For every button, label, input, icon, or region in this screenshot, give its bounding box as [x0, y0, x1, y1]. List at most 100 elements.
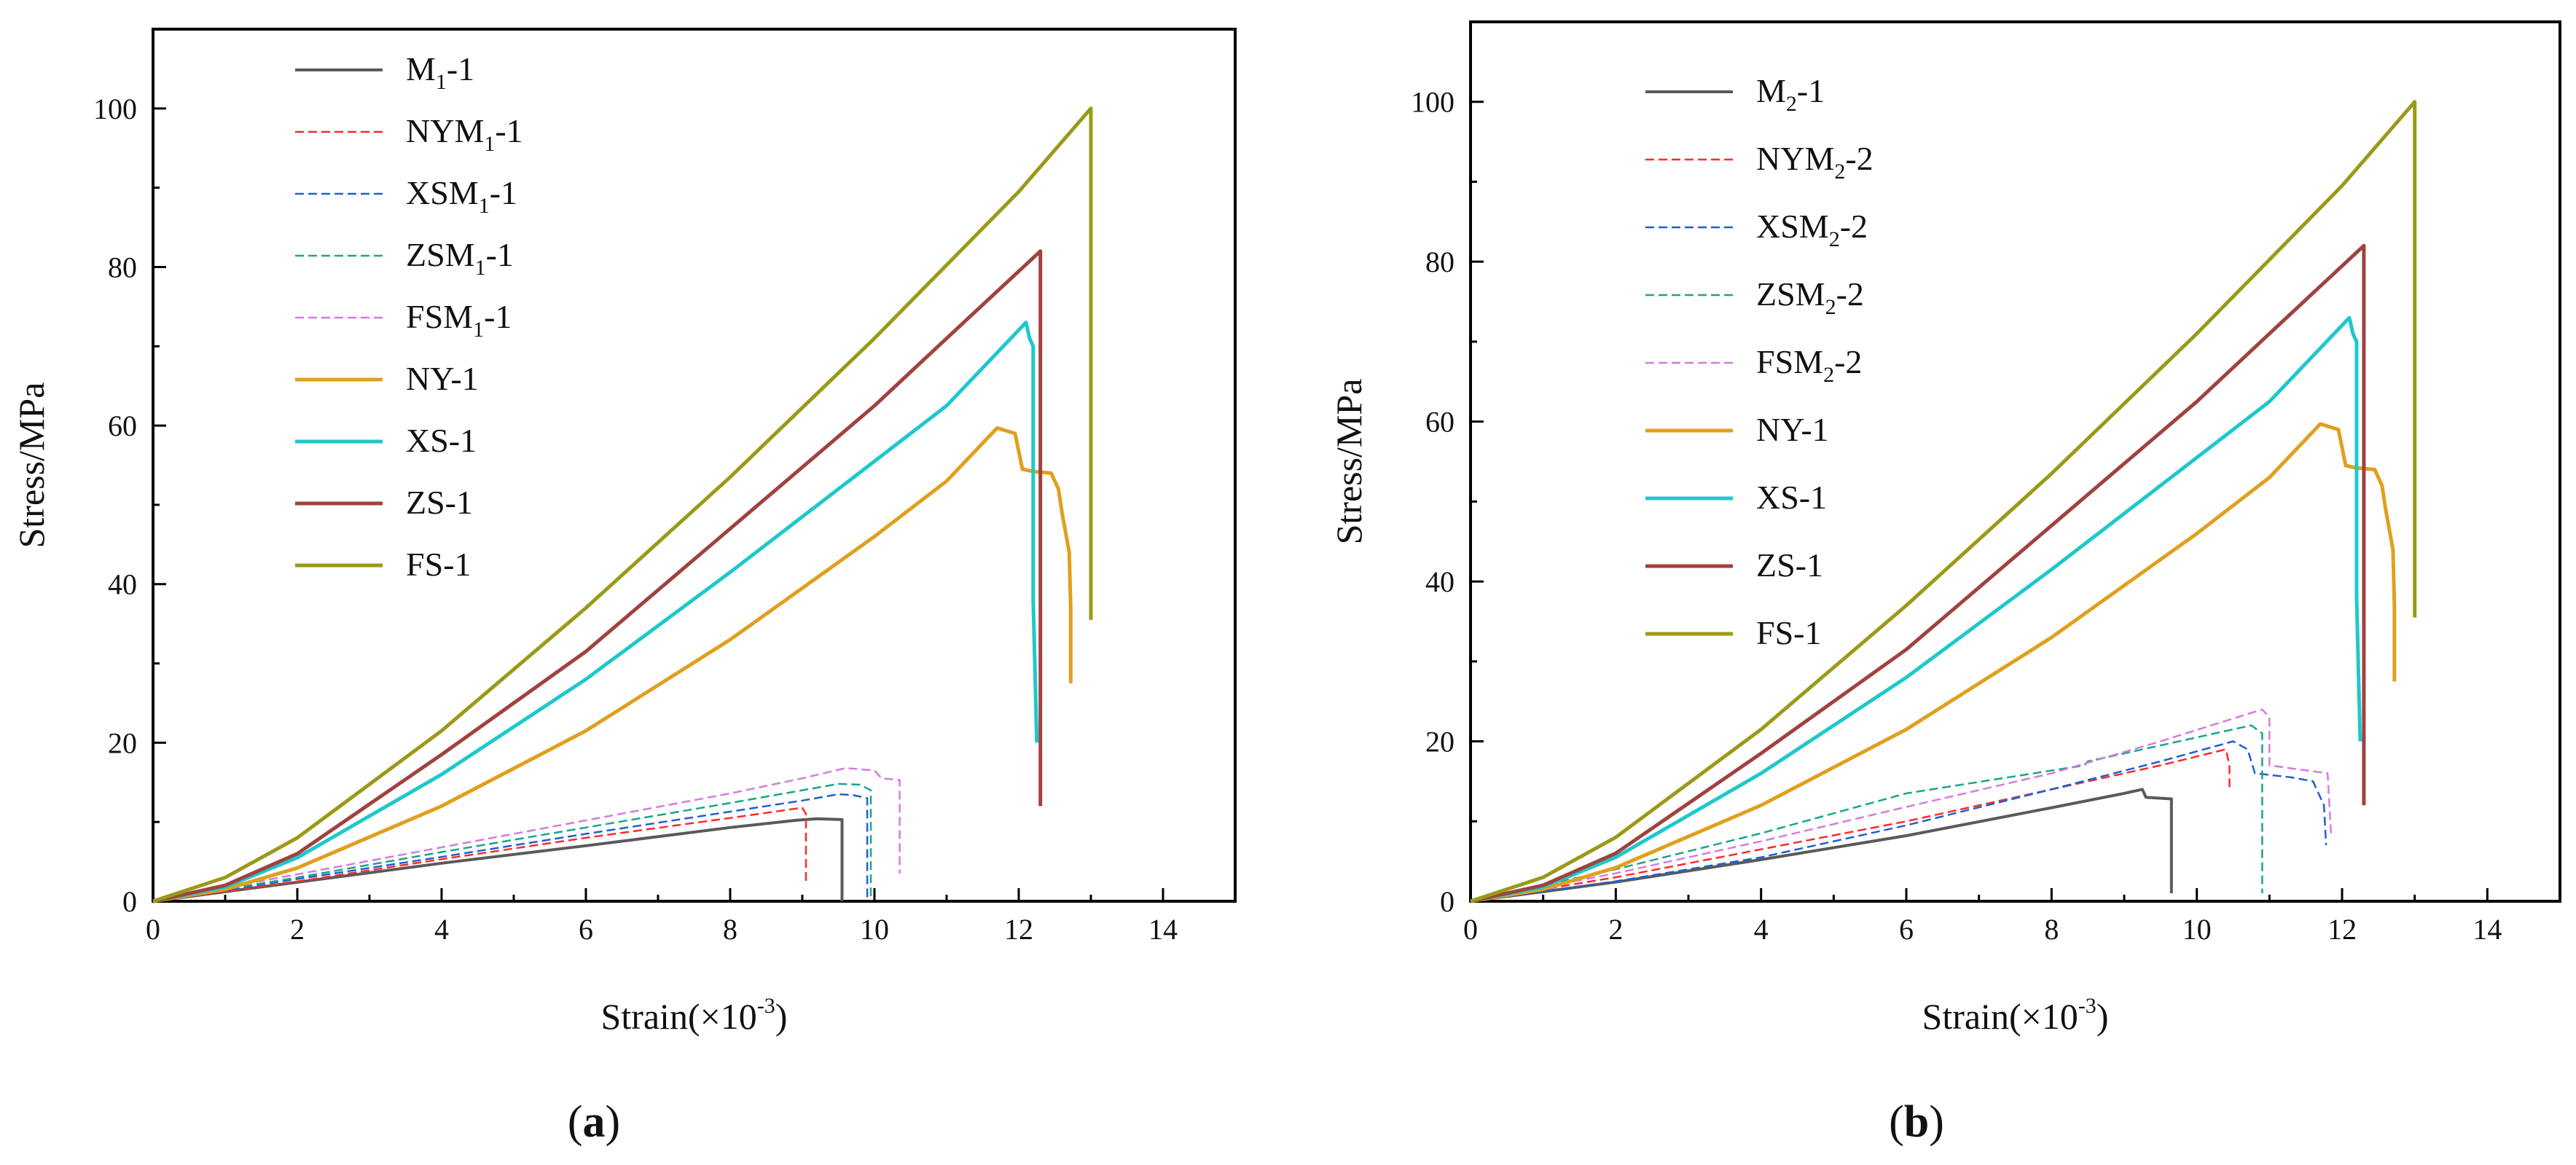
y-tick-label: 100	[93, 93, 137, 125]
legend-label-main: ZSM	[1756, 275, 1825, 313]
y-axis-label: Stress/MPa	[1328, 379, 1369, 545]
y-tick-label: 60	[108, 409, 137, 442]
caption-close-paren: )	[1929, 1097, 1944, 1147]
series-line-m2-1	[1470, 788, 2173, 903]
x-tick-label: 0	[1463, 913, 1478, 946]
x-axis-label-close: )	[2097, 996, 2109, 1037]
legend-label-main: NY-1	[406, 360, 479, 397]
plot-frame	[152, 28, 1237, 903]
caption-open-paren: (	[1889, 1097, 1904, 1147]
panel-caption: (b)	[1889, 1097, 1944, 1147]
legend-entry-fs-1: FS-1	[406, 546, 471, 583]
legend-entry-zsm1-1: ZSM1-1	[406, 236, 514, 280]
x-axis-label: Strain(×10-3)	[601, 994, 788, 1037]
y-tick-label: 100	[1411, 86, 1455, 119]
series-line-xs-1	[1470, 315, 2362, 903]
y-tick-label: 0	[1440, 885, 1455, 918]
y-tick-label: 40	[108, 568, 137, 601]
plot-frame	[1469, 20, 2561, 903]
legend-entry-zsm2-2: ZSM2-2	[1756, 275, 1864, 319]
y-tick-label: 40	[1425, 565, 1455, 598]
series-line-zs-1	[1470, 243, 2366, 903]
caption-letter: b	[1904, 1097, 1929, 1147]
series-line-ny-1	[152, 425, 1073, 903]
caption-close-paren: )	[606, 1097, 621, 1147]
x-tick-label: 8	[2044, 913, 2059, 946]
series-line-fsm2-2	[1470, 708, 2333, 903]
legend-label-main: FS-1	[1756, 614, 1821, 651]
legend-label-subscript: 1	[479, 194, 490, 218]
legend-label-main: NYM	[406, 112, 484, 149]
legend-entry-m1-1: M1-1	[406, 50, 474, 94]
legend-label-suffix: -1	[490, 174, 517, 211]
legend-label-main: NY-1	[1756, 411, 1829, 448]
legend-entry-ny-1: NY-1	[406, 360, 479, 397]
legend-label-main: M	[1756, 72, 1786, 109]
legend-label-suffix: -1	[495, 112, 522, 149]
legend-label-subscript: 1	[475, 256, 486, 280]
legend-entry-zs-1: ZS-1	[406, 484, 473, 521]
legend-label-suffix: -1	[1797, 72, 1825, 109]
y-axis-label: Stress/MPa	[11, 383, 52, 549]
legend-entry-nym1-1: NYM1-1	[406, 112, 523, 156]
legend-label-main: FSM	[406, 298, 473, 335]
series-line-fs-1	[1470, 100, 2417, 903]
x-tick-label: 10	[860, 913, 889, 946]
x-tick-label: 4	[1754, 913, 1769, 946]
legend-label-subscript: 1	[484, 132, 495, 156]
legend-label-main: XSM	[406, 174, 479, 211]
series-line-fs-1	[152, 106, 1093, 903]
series-line-zs-1	[152, 249, 1043, 903]
chart-panel-b: 0 2 4 6 8 10 12 14 0 20 40 60 80 100 Stress/MPa Strain(…	[1328, 20, 2561, 1147]
series-line-xsm2-2	[1470, 740, 2328, 903]
legend-label-main: M	[406, 50, 436, 87]
series-line-zsm1-1	[152, 782, 872, 903]
x-tick-label: 8	[723, 913, 737, 946]
legend-label-main: FSM	[1756, 343, 1823, 380]
legend-label-suffix: -2	[1834, 343, 1862, 380]
legend-label-subscript: 2	[1786, 92, 1797, 116]
y-tick-label: 80	[1425, 246, 1455, 278]
y-tick-label: 20	[1425, 726, 1455, 758]
series-line-nym1-1	[152, 807, 807, 903]
legend-label-subscript: 2	[1825, 295, 1836, 319]
x-tick-label: 6	[579, 913, 593, 946]
legend-label-subscript: 1	[436, 70, 447, 94]
caption-letter: a	[583, 1097, 606, 1147]
legend-label-suffix: -2	[1836, 275, 1864, 313]
x-tick-label: 0	[146, 913, 160, 946]
legend-label-main: XSM	[1756, 208, 1829, 245]
x-axis-label: Strain(×10-3)	[1922, 994, 2109, 1037]
x-tick-label: 12	[1004, 913, 1033, 946]
legend-label-main: ZS-1	[1756, 546, 1823, 584]
x-axis-label-exponent: -3	[757, 994, 775, 1018]
legend-label-main: XS-1	[1756, 479, 1827, 516]
panel-caption: (a)	[568, 1097, 620, 1147]
x-axis-label-main: Strain(×10	[1922, 996, 2078, 1037]
legend-entry-xsm1-1: XSM1-1	[406, 174, 517, 218]
legend-label-subscript: 2	[1834, 160, 1845, 184]
legend-entry-zs-1: ZS-1	[1756, 546, 1823, 584]
legend-entry-fsm1-1: FSM1-1	[406, 298, 512, 342]
series-line-fsm1-1	[152, 766, 901, 903]
y-tick-label: 0	[122, 885, 137, 918]
series-line-xsm1-1	[152, 793, 869, 903]
legend-label-suffix: -2	[1840, 208, 1868, 245]
legend-label-suffix: -1	[484, 298, 512, 335]
x-axis-label-exponent: -3	[2078, 994, 2097, 1018]
x-tick-label: 2	[290, 913, 305, 946]
x-tick-label: 14	[1148, 913, 1178, 946]
legend-label-subscript: 1	[473, 318, 484, 342]
x-tick-label: 6	[1899, 913, 1914, 946]
legend-label-suffix: -1	[447, 50, 474, 87]
legend-label-main: FS-1	[406, 546, 471, 583]
legend-label-suffix: -1	[486, 236, 514, 273]
legend-label-main: ZSM	[406, 236, 475, 273]
x-tick-label: 12	[2328, 913, 2357, 946]
y-tick-label: 80	[108, 251, 137, 283]
caption-open-paren: (	[568, 1097, 583, 1147]
legend-entry-fs-1: FS-1	[1756, 614, 1821, 651]
series-line-ny-1	[1470, 422, 2397, 903]
x-tick-label: 4	[434, 913, 449, 946]
x-tick-label: 10	[2182, 913, 2212, 946]
